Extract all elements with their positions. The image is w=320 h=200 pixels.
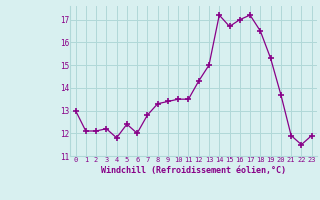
X-axis label: Windchill (Refroidissement éolien,°C): Windchill (Refroidissement éolien,°C) [101,166,286,175]
